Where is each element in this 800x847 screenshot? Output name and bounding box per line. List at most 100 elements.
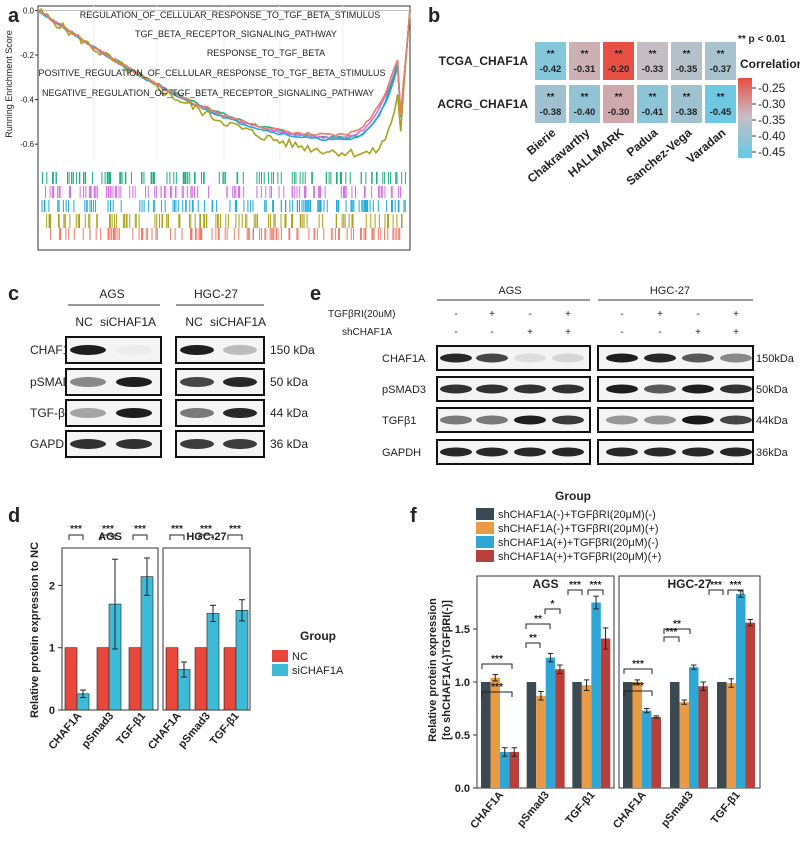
- f-sig-bracket: [525, 642, 541, 648]
- colorbar-step: [738, 124, 752, 127]
- band: [606, 353, 638, 363]
- d-sig-label: ***: [200, 524, 212, 535]
- f-sig-label: ***: [590, 580, 602, 591]
- d-bar: [223, 647, 237, 711]
- d-category-label: TGF-β1: [114, 710, 148, 747]
- sig-star: **: [717, 49, 725, 60]
- colorbar-step: [738, 118, 752, 121]
- significance-note: ** p < 0.01: [738, 34, 786, 45]
- gsea-curve-3: [37, 7, 411, 158]
- f-bar: [481, 682, 491, 788]
- treat-sign: +: [565, 309, 571, 320]
- band: [476, 447, 508, 457]
- protein-label: TGFβ1: [382, 415, 416, 427]
- d-sig-bracket: [68, 534, 84, 540]
- d-sig-bracket: [227, 534, 243, 540]
- f-ytick-label: 1.5: [455, 624, 470, 636]
- colorbar-step: [738, 102, 752, 105]
- band: [180, 377, 214, 387]
- colorbar-step: [738, 152, 752, 155]
- band: [180, 408, 214, 418]
- f-facet-title: HGC-27: [667, 577, 711, 591]
- band: [720, 447, 752, 457]
- f-sig-label: **: [534, 614, 542, 625]
- f-legend-swatch: [476, 536, 494, 548]
- treat-sign: +: [733, 309, 739, 320]
- cell-line-label: AGS: [498, 285, 521, 297]
- band: [682, 415, 714, 425]
- band: [682, 353, 714, 363]
- cell-line-label: HGC-27: [194, 287, 238, 301]
- f-sig-label: ***: [491, 682, 503, 693]
- d-facet-title: AGS: [98, 531, 122, 543]
- colorbar-step: [738, 130, 752, 133]
- ytick-label: -0.2: [20, 51, 34, 60]
- cell-value: -0.31: [574, 64, 596, 75]
- band: [514, 415, 546, 425]
- d-bar: [96, 647, 110, 711]
- lane-label: siCHAF1A: [210, 315, 266, 329]
- band: [223, 345, 257, 355]
- band: [116, 377, 152, 387]
- panel-label-c: c: [8, 283, 19, 305]
- sig-star: **: [615, 92, 623, 103]
- d-facet-title: HGC-27: [186, 531, 226, 543]
- kda-label: 44 kDa: [270, 406, 308, 420]
- f-bar: [509, 751, 519, 788]
- f-category-label: CHAF1A: [611, 789, 649, 831]
- protein-label: GAPDH: [382, 447, 421, 459]
- protein-label: CHAF1A: [382, 353, 426, 365]
- cell-value: -0.38: [540, 107, 562, 118]
- heatmap-row-label: ACRG_CHAF1A: [437, 97, 528, 111]
- colorbar-step: [738, 100, 752, 103]
- f-sig-bracket: [727, 589, 744, 595]
- band: [514, 447, 546, 457]
- cell-line-label: HGC-27: [650, 285, 690, 297]
- f-bar: [536, 695, 546, 788]
- treatment-label: shCHAF1A: [342, 327, 392, 338]
- band: [440, 415, 472, 425]
- treat-sign: +: [527, 327, 533, 338]
- f-sig-bracket: [663, 628, 691, 634]
- f-category-label: TGF-β1: [564, 789, 598, 826]
- band: [682, 447, 714, 457]
- sig-star: **: [547, 92, 555, 103]
- band: [514, 353, 546, 363]
- band: [440, 353, 472, 363]
- d-sig-label: ***: [102, 524, 114, 535]
- colorbar-step: [738, 98, 752, 101]
- ytick-label: -0.4: [20, 96, 34, 105]
- band: [70, 439, 106, 449]
- f-sig-bracket: [567, 589, 583, 595]
- band: [223, 408, 257, 418]
- kda-label: 36 kDa: [270, 437, 308, 451]
- colorbar-step: [738, 136, 752, 139]
- f-bar: [736, 594, 746, 788]
- f-sig-bracket: [708, 589, 724, 595]
- colorbar-step: [738, 82, 752, 85]
- kda-label: 36kDa: [756, 447, 789, 459]
- d-bar: [140, 576, 154, 711]
- cell-value: -0.45: [710, 107, 732, 118]
- colorbar-step: [738, 94, 752, 97]
- kda-label: 150kDa: [756, 353, 795, 365]
- pathway-label-0: REGULATION_OF_CELLULAR_RESPONSE_TO_TGF_B…: [80, 10, 381, 20]
- f-legend-label: shCHAF1A(+)+TGFβRI(20μM)(-): [498, 537, 659, 549]
- band: [644, 384, 676, 394]
- d-sig-label: ***: [134, 524, 146, 535]
- colorbar-step: [738, 112, 752, 115]
- heatmap-cell: [535, 85, 566, 123]
- colorbar-step: [738, 114, 752, 117]
- band: [720, 384, 752, 394]
- d-bar: [64, 647, 78, 711]
- colorbar-step: [738, 144, 752, 147]
- sig-star: **: [615, 49, 623, 60]
- f-sig-bracket: [663, 636, 680, 642]
- colorbar-step: [738, 104, 752, 107]
- legend-title: Correlation: [740, 57, 800, 71]
- band: [223, 439, 257, 449]
- d-ylabel: Relative protein expression to NC: [29, 542, 41, 718]
- band: [116, 408, 152, 418]
- panel-label-f: f: [410, 505, 417, 527]
- colorbar-step: [738, 148, 752, 151]
